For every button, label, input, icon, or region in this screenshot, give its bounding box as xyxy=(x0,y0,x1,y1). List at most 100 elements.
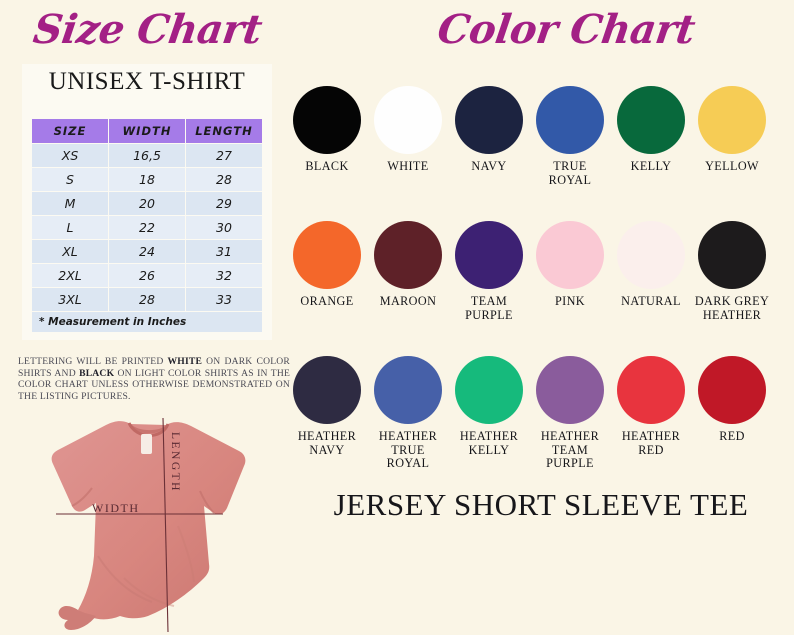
color-chart-section: Color Chart BLACK WHITE NAVY TRUE ROYAL … xyxy=(288,0,794,635)
cell-length: 27 xyxy=(185,143,263,168)
color-swatch-maroon[interactable]: MAROON xyxy=(369,221,447,322)
column-header-width: WIDTH xyxy=(108,118,186,144)
swatch-dot xyxy=(698,221,766,289)
cell-length: 32 xyxy=(185,263,263,288)
table-row: XL 24 31 xyxy=(31,239,263,264)
swatch-dot xyxy=(455,356,523,424)
cell-size: L xyxy=(31,215,109,240)
disclaimer-black-word: BLACK xyxy=(79,367,115,379)
color-swatch-heather-team-purple[interactable]: HEATHER TEAM PURPLE xyxy=(531,356,609,471)
cell-size: XS xyxy=(31,143,109,168)
color-swatch-team-purple[interactable]: TEAM PURPLE xyxy=(450,221,528,322)
swatch-dot xyxy=(293,356,361,424)
table-row: 2XL 26 32 xyxy=(31,263,263,288)
swatch-label: DARK GREY HEATHER xyxy=(694,294,770,322)
swatch-label: BLACK xyxy=(305,159,349,173)
cell-width: 28 xyxy=(108,287,186,312)
swatch-label: TRUE ROYAL xyxy=(548,159,592,187)
color-swatch-yellow[interactable]: YELLOW xyxy=(693,86,771,187)
swatch-dot xyxy=(455,221,523,289)
cell-size: M xyxy=(31,191,109,216)
color-swatch-heather-kelly[interactable]: HEATHER KELLY xyxy=(450,356,528,471)
cell-width: 20 xyxy=(108,191,186,216)
table-row: L 22 30 xyxy=(31,215,263,240)
swatch-dot xyxy=(374,86,442,154)
swatch-dot xyxy=(293,86,361,154)
swatch-label: HEATHER KELLY xyxy=(459,429,519,457)
swatch-dot xyxy=(536,86,604,154)
swatch-label: RED xyxy=(719,429,745,443)
swatch-dot xyxy=(698,86,766,154)
swatch-dot xyxy=(293,221,361,289)
tshirt-graphic-icon xyxy=(51,417,246,633)
size-chart-section: Size Chart UNISEX T-SHIRT SIZE WIDTH LEN… xyxy=(0,0,295,635)
printing-disclaimer: LETTERING WILL BE PRINTED WHITE ON DARK … xyxy=(18,356,290,402)
color-swatch-heather-navy[interactable]: HEATHER NAVY xyxy=(288,356,366,471)
color-swatch-orange[interactable]: ORANGE xyxy=(288,221,366,322)
swatch-dot xyxy=(374,356,442,424)
swatch-label: YELLOW xyxy=(705,159,759,173)
color-swatch-natural[interactable]: NATURAL xyxy=(612,221,690,322)
tshirt-illustration: WIDTH LENGTH xyxy=(28,406,278,634)
length-measurement-label: LENGTH xyxy=(169,432,181,493)
cell-width: 16,5 xyxy=(108,143,186,168)
color-swatch-navy[interactable]: NAVY xyxy=(450,86,528,187)
cell-size: S xyxy=(31,167,109,192)
cell-length: 30 xyxy=(185,215,263,240)
width-measurement-label: WIDTH xyxy=(92,501,140,515)
cell-length: 29 xyxy=(185,191,263,216)
color-swatch-white[interactable]: WHITE xyxy=(369,86,447,187)
table-row: S 18 28 xyxy=(31,167,263,192)
swatch-label: ORANGE xyxy=(300,294,354,308)
swatch-dot xyxy=(536,356,604,424)
color-swatch-dark-grey-heather[interactable]: DARK GREY HEATHER xyxy=(693,221,771,322)
swatch-label: HEATHER TEAM PURPLE xyxy=(540,429,600,470)
color-swatch-true-royal[interactable]: TRUE ROYAL xyxy=(531,86,609,187)
swatch-label: TEAM PURPLE xyxy=(465,294,513,322)
swatch-dot xyxy=(617,86,685,154)
cell-length: 31 xyxy=(185,239,263,264)
swatch-dot xyxy=(455,86,523,154)
swatch-label: HEATHER RED xyxy=(621,429,681,457)
cell-size: 2XL xyxy=(31,263,109,288)
swatch-label: NAVY xyxy=(471,159,507,173)
column-header-length: LENGTH xyxy=(185,118,263,144)
cell-width: 24 xyxy=(108,239,186,264)
disclaimer-text-1: LETTERING WILL BE PRINTED xyxy=(18,356,168,367)
unisex-tshirt-heading: UNISEX T-SHIRT xyxy=(48,68,246,95)
cell-length: 28 xyxy=(185,167,263,192)
cell-width: 22 xyxy=(108,215,186,240)
disclaimer-white-word: WHITE xyxy=(167,356,203,367)
measurement-note: * Measurement in Inches xyxy=(31,311,263,333)
disclaimer-text-2: ON DARK COLOR SHIRTS AND xyxy=(18,356,290,379)
swatch-dot xyxy=(374,221,442,289)
size-chart-title: Size Chart xyxy=(30,6,265,53)
swatch-label: HEATHER TRUE ROYAL xyxy=(378,429,438,470)
table-header-row: SIZE WIDTH LENGTH xyxy=(31,118,263,144)
color-swatch-kelly[interactable]: KELLY xyxy=(612,86,690,187)
color-swatch-heather-red[interactable]: HEATHER RED xyxy=(612,356,690,471)
table-row: 3XL 28 33 xyxy=(31,287,263,312)
color-swatch-pink[interactable]: PINK xyxy=(531,221,609,322)
swatch-label: PINK xyxy=(554,294,586,308)
cell-length: 33 xyxy=(185,287,263,312)
cell-width: 26 xyxy=(108,263,186,288)
column-header-size: SIZE xyxy=(31,118,109,144)
color-swatch-red[interactable]: RED xyxy=(693,356,771,471)
disclaimer-text-3: ON LIGHT COLOR SHIRTS AS IN THE COLOR CH… xyxy=(18,367,291,402)
color-swatch-heather-true-royal[interactable]: HEATHER TRUE ROYAL xyxy=(369,356,447,471)
table-row: XS 16,5 27 xyxy=(31,143,263,168)
cell-size: XL xyxy=(31,239,109,264)
color-chart-title: Color Chart xyxy=(434,6,698,53)
measurement-note-row: * Measurement in Inches xyxy=(31,311,263,333)
swatch-dot xyxy=(617,221,685,289)
table-row: M 20 29 xyxy=(31,191,263,216)
swatch-label: WHITE xyxy=(387,159,429,173)
swatch-label: KELLY xyxy=(630,159,672,173)
jersey-tagline: JERSEY SHORT SLEEVE TEE xyxy=(333,487,749,522)
swatch-dot xyxy=(698,356,766,424)
swatch-dot xyxy=(617,356,685,424)
swatch-dot xyxy=(536,221,604,289)
cell-size: 3XL xyxy=(31,287,109,312)
color-swatch-black[interactable]: BLACK xyxy=(288,86,366,187)
